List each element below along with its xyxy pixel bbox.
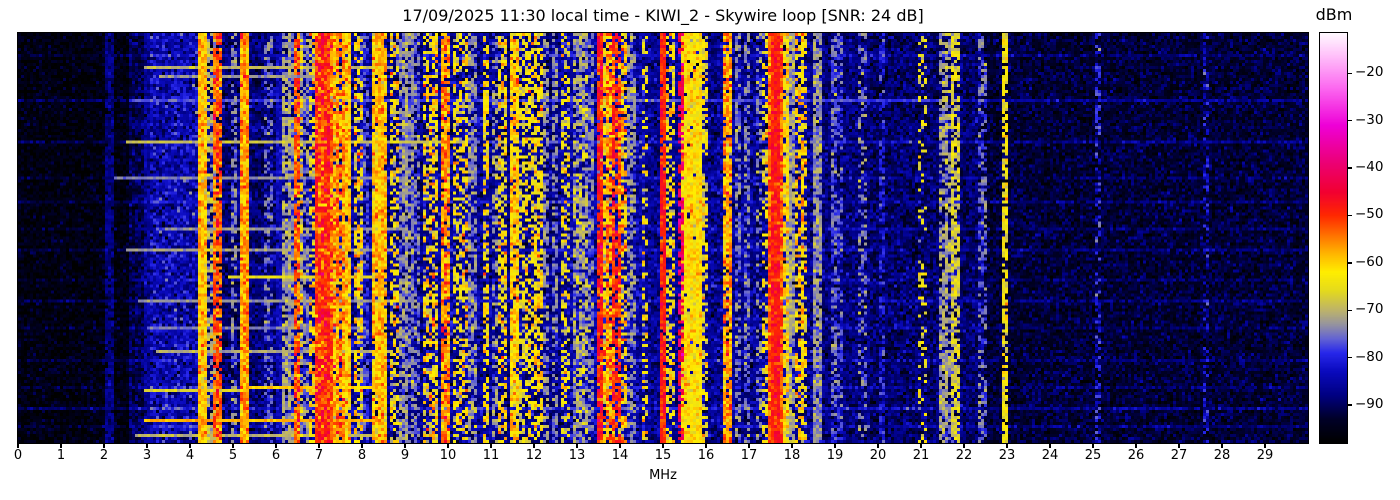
colorbar-tick-mark: [1348, 262, 1352, 264]
x-tick-mark: [1092, 444, 1094, 448]
x-tick-label: 24: [1041, 448, 1059, 463]
x-axis-label: MHz: [649, 468, 677, 483]
x-tick-label: 25: [1084, 448, 1102, 463]
colorbar: [1319, 32, 1348, 444]
x-tick-mark: [576, 444, 578, 448]
x-tick-label: 4: [185, 448, 195, 463]
colorbar-tick-label: −60: [1355, 253, 1384, 270]
plot-title: 17/09/2025 11:30 local time - KIWI_2 - S…: [402, 6, 924, 25]
x-tick-label: 0: [13, 448, 23, 463]
x-tick-label: 29: [1256, 448, 1274, 463]
colorbar-tick-mark: [1348, 167, 1352, 169]
x-tick-label: 8: [357, 448, 367, 463]
colorbar-tick-mark: [1348, 404, 1352, 406]
colorbar-tick-label: −20: [1355, 64, 1384, 81]
x-tick-mark: [1049, 444, 1051, 448]
x-tick-mark: [103, 444, 105, 448]
x-tick-label: 16: [697, 448, 715, 463]
x-tick-mark: [146, 444, 148, 448]
x-tick-label: 19: [826, 448, 844, 463]
x-tick-label: 2: [99, 448, 109, 463]
x-tick-mark: [705, 444, 707, 448]
x-tick-mark: [877, 444, 879, 448]
x-tick-label: 28: [1213, 448, 1231, 463]
colorbar-tick-mark: [1348, 356, 1352, 359]
x-tick-label: 13: [568, 448, 586, 463]
x-tick-mark: [662, 444, 664, 448]
x-tick-mark: [447, 444, 449, 448]
colorbar-tick-label: −30: [1355, 111, 1384, 128]
x-tick-mark: [490, 444, 492, 448]
x-tick-mark: [619, 444, 621, 448]
colorbar-tick-label: −80: [1355, 348, 1384, 365]
x-tick-label: 7: [314, 448, 324, 463]
colorbar-tick-mark: [1348, 214, 1352, 217]
x-tick-label: 9: [400, 448, 410, 463]
x-tick-mark: [1178, 444, 1180, 448]
x-tick-label: 1: [56, 448, 66, 463]
x-tick-mark: [17, 444, 19, 448]
x-tick-mark: [404, 444, 406, 448]
x-tick-mark: [920, 444, 922, 448]
x-tick-mark: [1135, 444, 1137, 448]
x-tick-mark: [963, 444, 965, 448]
x-tick-mark: [232, 444, 234, 448]
x-tick-mark: [189, 444, 191, 448]
colorbar-tick-mark: [1348, 72, 1352, 75]
x-tick-mark: [275, 444, 277, 448]
colorbar-unit-label: dBm: [1315, 5, 1353, 24]
colorbar-gradient-canvas: [1320, 33, 1347, 443]
x-tick-mark: [533, 444, 535, 448]
x-tick-label: 18: [783, 448, 801, 463]
colorbar-tick-label: −90: [1355, 396, 1384, 413]
x-tick-label: 22: [955, 448, 973, 463]
x-tick-label: 5: [228, 448, 238, 463]
x-tick-mark: [748, 444, 750, 448]
x-tick-mark: [1264, 444, 1266, 448]
colorbar-tick-mark: [1348, 309, 1352, 312]
x-tick-mark: [1006, 444, 1008, 448]
x-tick-label: 12: [525, 448, 543, 463]
colorbar-tick-label: −40: [1355, 159, 1384, 176]
spectrogram-canvas: [18, 33, 1308, 443]
x-tick-label: 3: [142, 448, 152, 463]
x-tick-mark: [318, 444, 320, 448]
x-tick-label: 20: [869, 448, 887, 463]
x-tick-label: 23: [998, 448, 1016, 463]
x-tick-label: 21: [912, 448, 930, 463]
x-tick-label: 26: [1127, 448, 1145, 463]
colorbar-tick-mark: [1348, 119, 1352, 122]
x-tick-label: 6: [271, 448, 281, 463]
x-tick-mark: [791, 444, 793, 448]
x-tick-mark: [60, 444, 62, 448]
x-tick-label: 11: [482, 448, 500, 463]
x-tick-mark: [834, 444, 836, 448]
colorbar-tick-label: −50: [1355, 206, 1384, 223]
x-tick-label: 10: [439, 448, 457, 463]
x-tick-label: 27: [1170, 448, 1188, 463]
colorbar-tick-label: −70: [1355, 301, 1384, 318]
x-tick-mark: [361, 444, 363, 448]
x-tick-mark: [1221, 444, 1223, 448]
x-tick-label: 14: [611, 448, 629, 463]
x-tick-label: 15: [654, 448, 672, 463]
spectrogram-plot-area: [17, 32, 1309, 444]
x-tick-label: 17: [740, 448, 758, 463]
